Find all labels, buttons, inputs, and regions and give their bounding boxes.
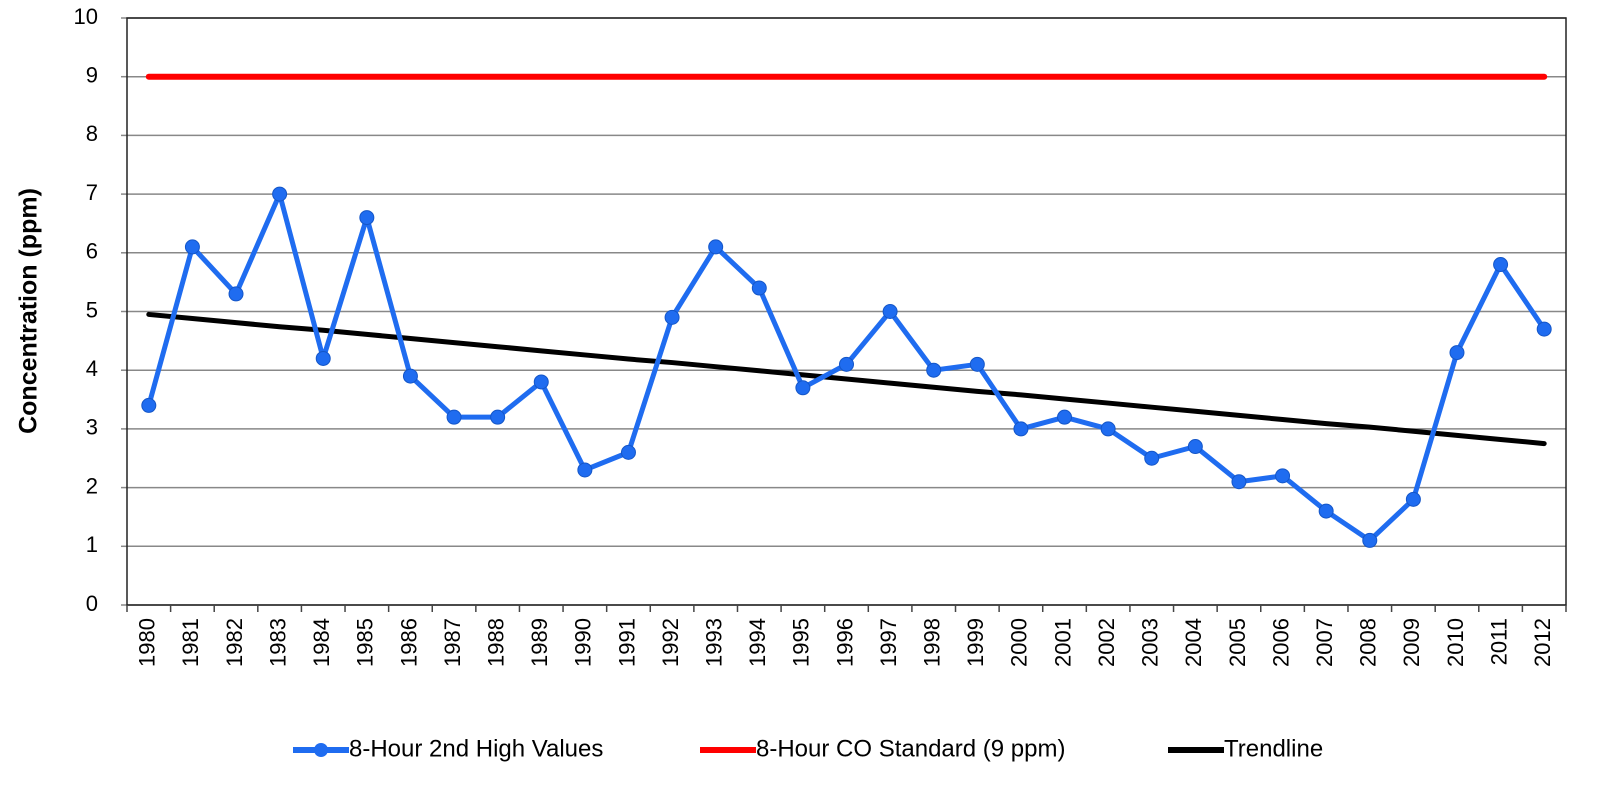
point bbox=[315, 350, 331, 366]
point bbox=[1362, 532, 1378, 548]
x-tick-label: 2005 bbox=[1225, 618, 1250, 667]
y-tick-label: 5 bbox=[86, 297, 98, 322]
x-tick-label: 1990 bbox=[571, 618, 596, 667]
point bbox=[620, 444, 636, 460]
point bbox=[882, 304, 898, 319]
point bbox=[141, 397, 157, 413]
x-tick-label: 1993 bbox=[701, 618, 726, 667]
y-tick-label: 8 bbox=[86, 121, 98, 146]
point bbox=[1187, 439, 1203, 455]
x-tick-label: 2002 bbox=[1094, 618, 1119, 667]
point bbox=[1536, 321, 1552, 337]
x-tick-label: 1987 bbox=[440, 618, 465, 667]
point bbox=[1318, 503, 1334, 519]
x-tick-label: 1982 bbox=[222, 618, 247, 667]
y-tick-label: 6 bbox=[86, 239, 98, 264]
point bbox=[1493, 257, 1509, 273]
series-line bbox=[146, 311, 1547, 447]
x-tick-label: 1981 bbox=[178, 618, 203, 667]
x-tick-label: 1985 bbox=[353, 618, 378, 667]
x-tick-label: 1983 bbox=[265, 618, 290, 667]
x-tick-label: 2008 bbox=[1356, 618, 1381, 667]
point bbox=[533, 374, 549, 390]
x-tick-label: 2009 bbox=[1399, 618, 1424, 667]
point bbox=[490, 409, 506, 425]
point bbox=[1231, 474, 1247, 490]
legend-label: 8-Hour CO Standard (9 ppm) bbox=[756, 735, 1065, 762]
x-tick-label: 1984 bbox=[309, 618, 334, 667]
point bbox=[751, 280, 767, 296]
x-tick-label: 1998 bbox=[920, 618, 945, 667]
x-tick-label: 2012 bbox=[1530, 618, 1555, 667]
point bbox=[1449, 345, 1465, 361]
x-tick-label: 1991 bbox=[614, 618, 639, 667]
point bbox=[446, 409, 462, 425]
x-tick-label: 1989 bbox=[527, 618, 552, 667]
y-tick-label: 4 bbox=[86, 356, 98, 381]
y-tick-label: 3 bbox=[86, 415, 98, 440]
x-tick-label: 1980 bbox=[135, 618, 160, 667]
legend-marker bbox=[314, 743, 328, 757]
x-tick-label: 2011 bbox=[1486, 618, 1511, 665]
x-tick-label: 1996 bbox=[832, 618, 857, 667]
point bbox=[402, 368, 418, 384]
point bbox=[795, 380, 811, 396]
point bbox=[1144, 450, 1160, 466]
legend-label: 8-Hour 2nd High Values bbox=[349, 735, 603, 762]
x-tick-label: 1995 bbox=[789, 618, 814, 667]
y-tick-label: 9 bbox=[86, 63, 98, 88]
point bbox=[1057, 409, 1073, 425]
point bbox=[1405, 491, 1421, 507]
x-tick-label: 2000 bbox=[1007, 618, 1032, 667]
y-tick-label: 2 bbox=[86, 473, 98, 498]
point bbox=[577, 462, 593, 478]
y-axis-label: Concentration (ppm) bbox=[15, 188, 43, 434]
point bbox=[839, 356, 854, 372]
point bbox=[184, 239, 200, 255]
legend-label: Trendline bbox=[1224, 735, 1323, 762]
x-tick-label: 1988 bbox=[483, 618, 508, 667]
y-tick-label: 10 bbox=[74, 4, 98, 29]
x-tick-label: 2001 bbox=[1050, 618, 1075, 667]
y-tick-label: 1 bbox=[86, 532, 98, 557]
x-tick-label: 2007 bbox=[1312, 618, 1337, 667]
point bbox=[926, 362, 942, 378]
x-tick-label: 2006 bbox=[1268, 618, 1293, 667]
x-tick-label: 1992 bbox=[658, 618, 683, 667]
x-tick-label: 2004 bbox=[1181, 618, 1206, 667]
point bbox=[1013, 421, 1029, 437]
x-tick-label: 1997 bbox=[876, 618, 901, 667]
y-tick-label: 7 bbox=[86, 180, 98, 205]
x-tick-label: 2010 bbox=[1443, 618, 1468, 667]
point bbox=[1275, 468, 1291, 484]
point bbox=[228, 286, 244, 302]
point bbox=[708, 239, 724, 255]
point bbox=[969, 356, 985, 372]
point bbox=[359, 210, 375, 226]
point bbox=[272, 186, 288, 202]
point bbox=[664, 309, 680, 325]
point bbox=[1100, 421, 1116, 437]
plot-border bbox=[126, 17, 1567, 606]
y-tick-label: 0 bbox=[86, 591, 98, 616]
x-tick-label: 1994 bbox=[745, 618, 770, 667]
x-tick-label: 2003 bbox=[1138, 618, 1163, 667]
x-tick-label: 1999 bbox=[963, 618, 988, 667]
x-tick-label: 1986 bbox=[396, 618, 421, 667]
